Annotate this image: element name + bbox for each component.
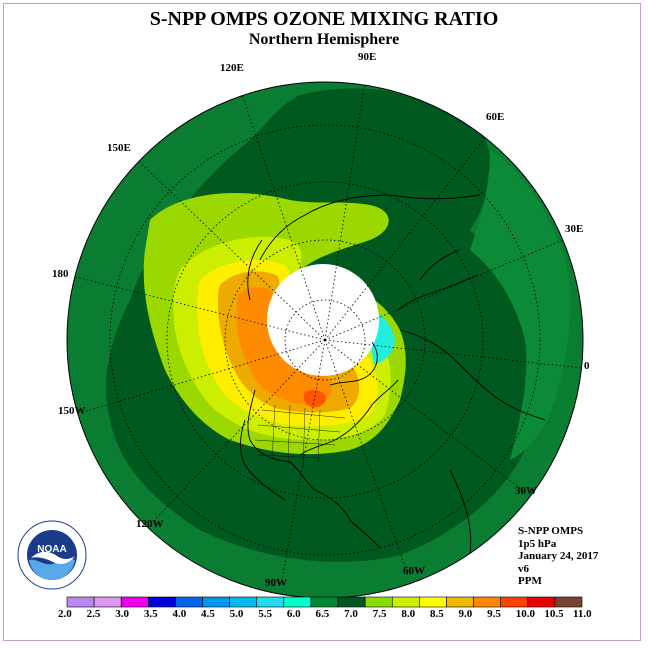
colorbar-tick-label: 8.0 bbox=[401, 608, 415, 620]
lon-label-60e: 60E bbox=[486, 111, 504, 123]
colorbar-tick-label: 9.5 bbox=[487, 608, 501, 620]
colorbar-tick-label: 3.0 bbox=[115, 608, 129, 620]
lon-label-120e: 120E bbox=[220, 62, 244, 74]
lon-label-150w: 150W bbox=[58, 405, 86, 417]
colorbar-tick-label: 2.5 bbox=[87, 608, 101, 620]
colorbar-tick-label: 7.5 bbox=[373, 608, 387, 620]
lon-label-0: 0 bbox=[584, 360, 590, 372]
colorbar-tick-label: 5.5 bbox=[258, 608, 272, 620]
colorbar-tick-label: 8.5 bbox=[430, 608, 444, 620]
lon-label-150e: 150E bbox=[107, 142, 131, 154]
pole-no-data bbox=[267, 264, 379, 376]
lon-label-30e: 30E bbox=[565, 223, 583, 235]
info-units: PPM bbox=[518, 575, 598, 588]
info-version: v6 bbox=[518, 563, 598, 576]
colorbar-tick-label: 5.0 bbox=[230, 608, 244, 620]
noaa-logo-text: NOAA bbox=[37, 544, 66, 555]
info-level: 1p5 hPa bbox=[518, 538, 598, 551]
noaa-logo: NOAA bbox=[17, 520, 87, 590]
info-instrument: S-NPP OMPS bbox=[518, 525, 598, 538]
colorbar-tick-label: 10.5 bbox=[544, 608, 563, 620]
lon-label-30w: 30W bbox=[515, 485, 537, 497]
info-date: January 24, 2017 bbox=[518, 550, 598, 563]
lon-label-90e: 90E bbox=[358, 51, 376, 63]
lon-label-90w: 90W bbox=[265, 577, 287, 589]
product-info: S-NPP OMPS 1p5 hPa January 24, 2017 v6 P… bbox=[518, 525, 598, 588]
colorbar-tick-label: 2.0 bbox=[58, 608, 72, 620]
lon-label-60w: 60W bbox=[403, 565, 425, 577]
lon-label-180: 180 bbox=[52, 268, 69, 280]
colorbar-tick-label: 4.0 bbox=[172, 608, 186, 620]
colorbar-tick-label: 9.0 bbox=[459, 608, 473, 620]
colorbar-tick-label: 7.0 bbox=[344, 608, 358, 620]
colorbar-tick-label: 6.0 bbox=[287, 608, 301, 620]
colorbar-tick-label: 11.0 bbox=[573, 608, 592, 620]
lon-label-120w: 120W bbox=[136, 518, 164, 530]
colorbar-tick-label: 6.5 bbox=[316, 608, 330, 620]
colorbar-tick-label: 10.0 bbox=[516, 608, 535, 620]
colorbar-tick-label: 4.5 bbox=[201, 608, 215, 620]
colorbar-tick-label: 3.5 bbox=[144, 608, 158, 620]
